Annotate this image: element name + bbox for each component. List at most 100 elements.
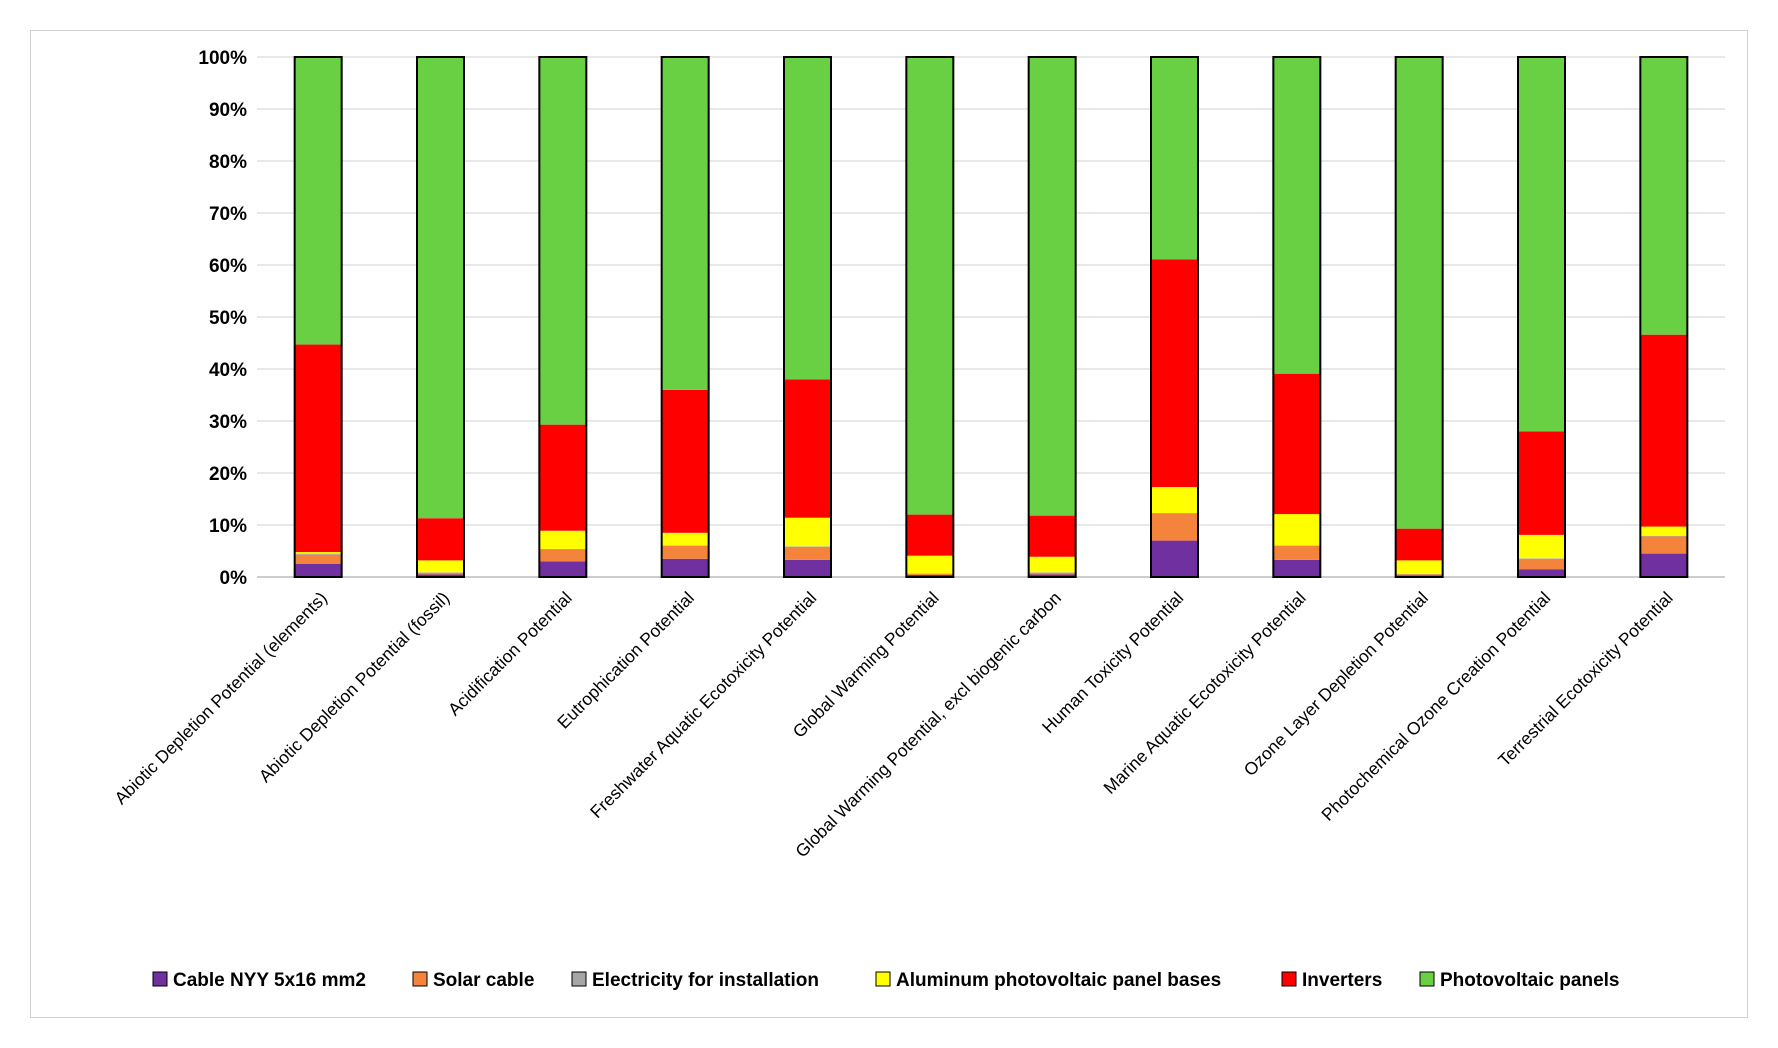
bar-segment-solar-cable	[906, 573, 954, 575]
bar-stack-ozone-layer-depletion-potential	[1394, 56, 1444, 578]
bar-outline	[1517, 56, 1566, 578]
bar-segment-cable-nyy-5x16-mm2	[1028, 574, 1076, 577]
bar-segment-inverters	[1395, 528, 1443, 561]
bar-segment-solar-cable	[539, 549, 587, 562]
x-axis-category-labels: Abiotic Depletion Potential (elements)Ab…	[110, 588, 1676, 862]
bar-segment-solar-cable	[1640, 536, 1688, 554]
legend: Cable NYY 5x16 mm2 Solar cable Electricity…	[152, 970, 1619, 991]
bar-stack-global-warming-potential-excl-biogenic-carbon	[1027, 56, 1077, 578]
bar-segment-aluminum-photovoltaic-panel-bases	[1640, 526, 1688, 536]
legend-label: Cable NYY 5x16 mm2	[173, 970, 366, 991]
legend-item-solar-cable: Solar cable	[412, 970, 534, 991]
legend-label: Aluminum photovoltaic panel bases	[896, 970, 1221, 991]
x-category-label: Eutrophication Potential	[553, 588, 698, 733]
bar-stack-terrestrial-ecotoxicity-potential	[1639, 56, 1689, 578]
bar-segment-aluminum-photovoltaic-panel-bases	[417, 560, 464, 573]
legend-swatch	[875, 971, 891, 987]
x-category-label: Abiotic Depletion Potential (elements)	[110, 588, 330, 808]
bar-segment-photovoltaic-panels	[906, 57, 954, 515]
bar-stack-freshwater-aquatic-ecotoxicity-potential	[783, 56, 832, 578]
bar-segment-solar-cable	[1273, 545, 1321, 560]
y-tick-label: 60%	[209, 256, 247, 277]
bar-segment-solar-cable	[1028, 572, 1076, 575]
bar-segment-inverters	[417, 518, 464, 561]
bar-segment-inverters	[906, 514, 954, 556]
legend-label: Inverters	[1302, 970, 1382, 991]
bar-outline	[783, 56, 832, 578]
bar-outline	[538, 56, 588, 578]
legend-label: Electricity for installation	[592, 970, 819, 991]
bar-segment-electricity-for-installation	[539, 548, 587, 550]
legend-label: Solar cable	[433, 970, 534, 991]
bars	[293, 56, 1689, 578]
legend-item-electricity-for-installation: Electricity for installation	[571, 970, 819, 991]
bar-segment-electricity-for-installation	[661, 545, 709, 546]
bar-segment-solar-cable	[661, 545, 709, 559]
bar-segment-cable-nyy-5x16-mm2	[1273, 559, 1321, 577]
bar-segment-cable-nyy-5x16-mm2	[539, 561, 587, 577]
bar-outline	[1394, 56, 1444, 578]
bar-segment-electricity-for-installation	[1395, 573, 1443, 575]
x-category-label: Human Toxicity Potential	[1038, 588, 1187, 737]
bar-segment-photovoltaic-panels	[417, 57, 464, 519]
bar-segment-electricity-for-installation	[1518, 558, 1565, 559]
bar-segment-photovoltaic-panels	[1518, 57, 1565, 432]
x-category-label: Global Warming Potential, excl biogenic …	[791, 588, 1065, 862]
bar-segment-photovoltaic-panels	[539, 57, 587, 425]
bar-segment-aluminum-photovoltaic-panel-bases	[539, 530, 587, 549]
bar-stack-abiotic-depletion-potential-elements	[293, 56, 343, 578]
bar-segment-photovoltaic-panels	[1395, 57, 1443, 529]
x-category-label: Photochemical Ozone Creation Potential	[1317, 588, 1554, 825]
bar-segment-inverters	[1273, 373, 1321, 515]
bar-segment-cable-nyy-5x16-mm2	[1151, 540, 1198, 577]
y-tick-label: 30%	[209, 412, 247, 433]
bar-segment-solar-cable	[417, 572, 464, 575]
bar-segment-electricity-for-installation	[1273, 545, 1321, 546]
bar-outline	[1272, 56, 1322, 578]
bar-segment-cable-nyy-5x16-mm2	[906, 574, 954, 577]
bar-outline	[660, 56, 710, 578]
y-tick-label: 70%	[209, 204, 247, 225]
bar-segment-solar-cable	[1395, 574, 1443, 576]
bar-segment-aluminum-photovoltaic-panel-bases	[1518, 534, 1565, 559]
bar-segment-aluminum-photovoltaic-panel-bases	[1151, 487, 1198, 514]
bar-segment-photovoltaic-panels	[1151, 57, 1198, 260]
bar-segment-solar-cable	[294, 554, 342, 564]
bar-segment-electricity-for-installation	[1028, 572, 1076, 573]
bar-outline	[293, 56, 343, 578]
bar-segment-photovoltaic-panels	[661, 57, 709, 390]
bar-segment-aluminum-photovoltaic-panel-bases	[906, 555, 954, 574]
bar-segment-photovoltaic-panels	[1640, 57, 1688, 335]
bar-stack-human-toxicity-potential	[1150, 56, 1199, 578]
bar-stack-marine-aquatic-ecotoxicity-potential	[1272, 56, 1322, 578]
bar-stack-global-warming-potential	[905, 56, 955, 578]
legend-swatch	[412, 971, 428, 987]
bar-segment-inverters	[1151, 259, 1198, 488]
bar-segment-aluminum-photovoltaic-panel-bases	[1028, 556, 1076, 573]
bar-outline	[905, 56, 955, 578]
y-tick-label: 100%	[198, 48, 247, 69]
bar-segment-electricity-for-installation	[417, 572, 464, 573]
bar-outline	[1150, 56, 1199, 578]
bar-segment-photovoltaic-panels	[1028, 57, 1076, 516]
bar-segment-aluminum-photovoltaic-panel-bases	[661, 532, 709, 546]
bar-segment-aluminum-photovoltaic-panel-bases	[1395, 560, 1443, 574]
bar-segment-inverters	[661, 389, 709, 533]
bar-segment-aluminum-photovoltaic-panel-bases	[294, 552, 342, 554]
bar-segment-electricity-for-installation	[906, 573, 954, 574]
bar-segment-inverters	[1028, 515, 1076, 557]
bar-segment-photovoltaic-panels	[784, 57, 831, 380]
bar-segment-inverters	[784, 379, 831, 518]
x-category-label: Abiotic Depletion Potential (fossil)	[255, 588, 453, 786]
y-axis-tick-labels: 0% 10% 20% 30% 40% 50% 60% 70% 80% 90% 100%	[198, 48, 247, 589]
bar-segment-electricity-for-installation	[294, 553, 342, 555]
bar-outline	[416, 56, 465, 578]
bar-segment-electricity-for-installation	[1640, 535, 1688, 537]
bar-outline	[1639, 56, 1689, 578]
y-tick-label: 40%	[209, 360, 247, 381]
bar-outline	[1027, 56, 1077, 578]
y-tick-label: 90%	[209, 100, 247, 121]
legend-swatch	[571, 971, 587, 987]
bar-segment-aluminum-photovoltaic-panel-bases	[784, 517, 831, 547]
legend-swatch	[1419, 971, 1435, 987]
